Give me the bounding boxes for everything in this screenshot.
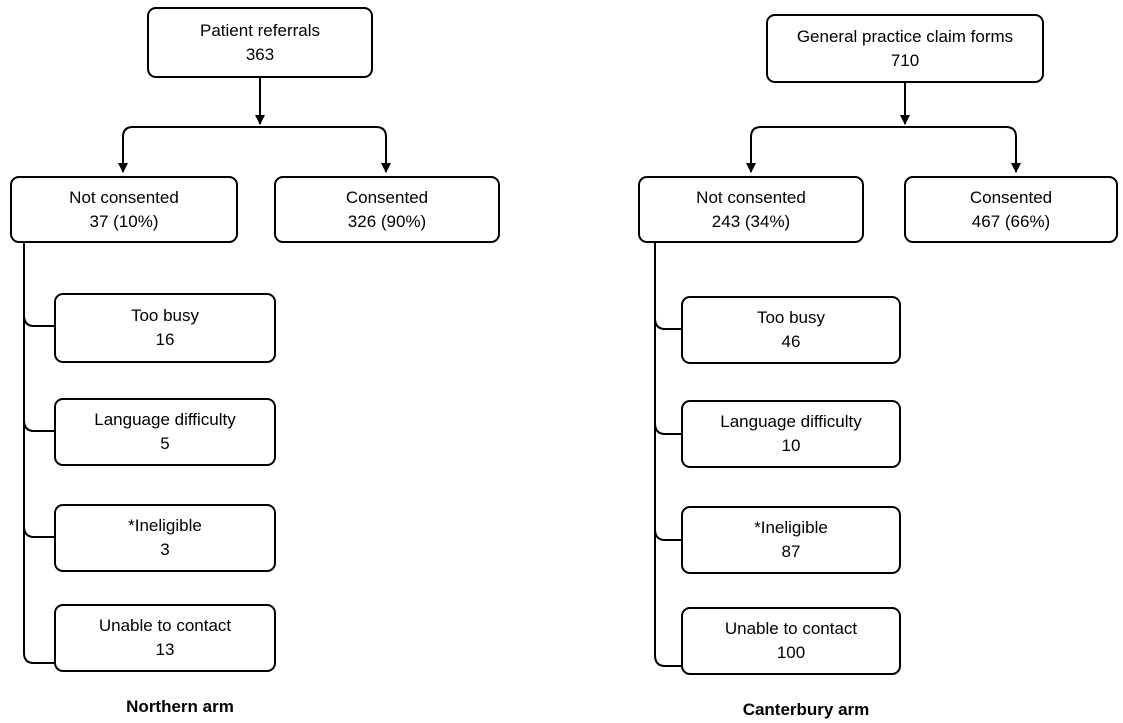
- northern-root-label: Patient referrals: [200, 20, 320, 40]
- canterbury-branch-1: [654, 317, 681, 330]
- northern-consented-label: Consented: [345, 187, 429, 207]
- canterbury-reason-label: Unable to contact: [724, 619, 858, 638]
- northern-reason-box: Too busy 16: [54, 293, 276, 363]
- canterbury-branch-2: [654, 422, 681, 435]
- canterbury-consented-value: 467 (66%): [971, 211, 1051, 231]
- canterbury-branch-3: [654, 528, 681, 541]
- northern-reason-label: *Ineligible: [128, 516, 202, 535]
- canterbury-reason-box: Too busy 46: [681, 296, 901, 364]
- northern-reason-value: 5: [160, 434, 170, 453]
- northern-reason-box: Language difficulty 5: [54, 398, 276, 466]
- canterbury-reason-label: Too busy: [756, 308, 826, 327]
- northern-consented-box: Consented 326 (90%): [274, 176, 500, 243]
- canterbury-arm-label: Canterbury arm: [742, 700, 870, 719]
- canterbury-reason-box: Language difficulty 10: [681, 400, 901, 468]
- northern-reason-value: 3: [160, 540, 170, 559]
- northern-trunk: [23, 243, 54, 664]
- northern-reason-label: Too busy: [130, 306, 200, 325]
- northern-reason-label: Unable to contact: [98, 616, 232, 635]
- northern-reason-box: *Ineligible 3: [54, 504, 276, 572]
- northern-reason-box: Unable to contact 13: [54, 604, 276, 672]
- northern-not-consented-box: Not consented 37 (10%): [10, 176, 238, 243]
- canterbury-reason-value: 10: [781, 436, 801, 455]
- canterbury-reason-value: 100: [776, 643, 806, 662]
- canterbury-root-value: 710: [890, 50, 920, 70]
- canterbury-root-label: General practice claim forms: [796, 26, 1014, 46]
- northern-split-arrow-left: [118, 126, 260, 173]
- northern-arm-label: Northern arm: [126, 697, 234, 716]
- canterbury-split-arrow-left: [746, 126, 905, 173]
- canterbury-not-consented-value: 243 (34%): [711, 211, 791, 231]
- canterbury-reason-label: *Ineligible: [754, 518, 828, 537]
- northern-branch-1: [23, 314, 54, 327]
- northern-root-box: Patient referrals 363: [147, 7, 373, 78]
- canterbury-reason-value: 87: [781, 542, 801, 561]
- northern-reason-label: Language difficulty: [94, 410, 236, 429]
- northern-not-consented-value: 37 (10%): [89, 211, 159, 231]
- canterbury-reason-box: *Ineligible 87: [681, 506, 901, 574]
- canterbury-split-arrow-right: [905, 126, 1021, 173]
- canterbury-reason-label: Language difficulty: [720, 412, 862, 431]
- canterbury-not-consented-box: Not consented 243 (34%): [638, 176, 864, 243]
- northern-root-value: 363: [245, 44, 275, 64]
- northern-split-arrow-right: [260, 126, 391, 173]
- canterbury-consented-label: Consented: [969, 187, 1053, 207]
- canterbury-trunk: [654, 243, 681, 667]
- northern-consented-value: 326 (90%): [347, 211, 427, 231]
- canterbury-not-consented-label: Not consented: [696, 187, 806, 207]
- canterbury-consented-box: Consented 467 (66%): [904, 176, 1118, 243]
- northern-reason-value: 16: [155, 330, 175, 349]
- northern-branch-2: [23, 419, 54, 432]
- canterbury-reason-box: Unable to contact 100: [681, 607, 901, 675]
- canterbury-reason-value: 46: [781, 332, 801, 351]
- northern-reason-value: 13: [155, 640, 175, 659]
- northern-not-consented-label: Not consented: [69, 187, 179, 207]
- canterbury-root-box: General practice claim forms 710: [766, 14, 1044, 83]
- northern-branch-3: [23, 525, 54, 538]
